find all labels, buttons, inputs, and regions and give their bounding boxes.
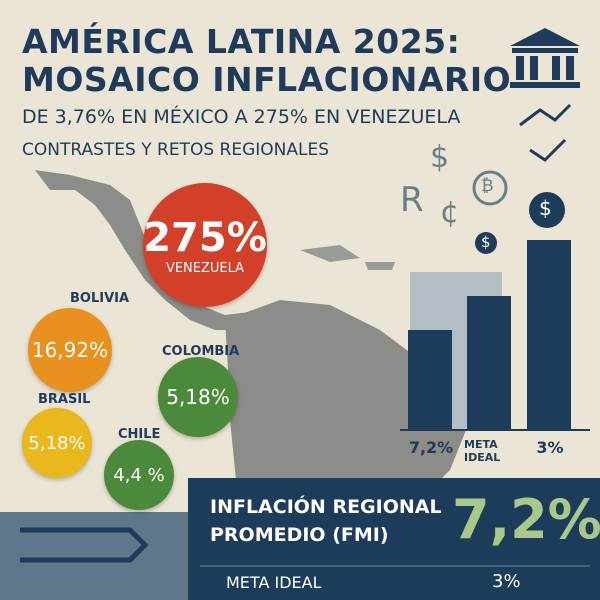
bubble-value: 5,18% <box>28 432 86 454</box>
goal-label: META IDEAL <box>226 573 322 592</box>
bubble: 4,4 % <box>104 440 174 510</box>
tagline: CONTRASTES Y RETOS REGIONALES <box>22 140 329 160</box>
footer-value: 7,2% <box>452 488 600 551</box>
bar <box>408 330 452 430</box>
bubble-value: 4,4 % <box>113 464 165 486</box>
title: MOSAICO INFLACIONARIO <box>22 60 512 99</box>
bubble-country: BOLIVIA <box>70 291 130 306</box>
bank-icon <box>510 28 580 88</box>
footer-label: PROMEDIO (FMI) <box>210 524 389 546</box>
currency-symbol: $ <box>539 196 552 220</box>
bubble-value: 5,18% <box>166 385 230 409</box>
bar <box>467 296 511 430</box>
coin <box>475 232 497 254</box>
bubble-value: 275% <box>143 214 267 261</box>
bubble-country: BRASIL <box>38 392 91 407</box>
bar-label: 3% <box>536 438 564 457</box>
coin <box>472 170 508 206</box>
bubble-value: 16,92% <box>31 338 109 362</box>
bottom-band <box>0 512 188 600</box>
subtitle: DE 3,76% EN MÉXICO A 275% EN VENEZUELA <box>22 106 461 128</box>
bubble-country: VENEZUELA <box>165 260 245 276</box>
bubble: 275% VENEZUELA <box>143 183 267 307</box>
bubble-country: COLOMBIA <box>162 344 240 359</box>
bar-label: 7,2% <box>408 438 454 457</box>
goal-value: 3% <box>492 571 521 592</box>
currency-symbol: ¢ <box>440 195 460 230</box>
currency-symbol: R <box>400 180 424 220</box>
exchange-icon <box>519 103 572 162</box>
bubble-country: CHILE <box>118 427 161 442</box>
bubble: 5,18% <box>22 408 92 478</box>
footer-label: INFLACIÓN REGIONAL <box>210 496 442 518</box>
currency-symbol: $ <box>430 140 450 175</box>
arrow-icon <box>20 527 149 563</box>
bubble: 16,92% <box>28 308 112 392</box>
footer-panel <box>188 478 600 600</box>
currency-symbol: $ <box>481 233 491 251</box>
currency-symbol: ₿ <box>481 176 494 196</box>
title: AMÉRICA LATINA 2025: <box>22 22 461 61</box>
coin <box>529 192 565 228</box>
bubble: 5,18% <box>158 357 238 437</box>
bar-label: META IDEAL <box>464 438 501 464</box>
caribbean-shape <box>300 245 395 270</box>
bar <box>527 240 571 430</box>
